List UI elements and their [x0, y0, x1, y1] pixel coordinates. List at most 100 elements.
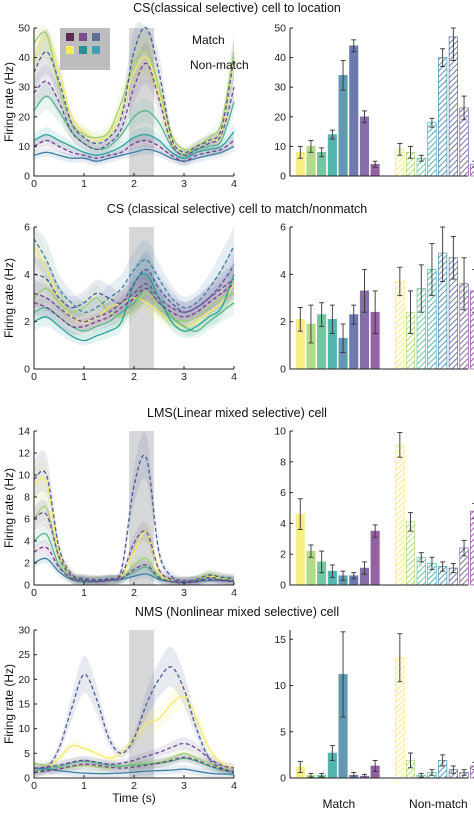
- bar-match: [359, 116, 370, 177]
- bar-nonmatch: [427, 122, 437, 177]
- legend: Match Non-match: [60, 28, 249, 72]
- bar-panel-0: 0 10 20 30 40 50: [274, 23, 474, 183]
- x-tick-label: 2: [131, 587, 137, 599]
- y-tick-label: 6: [24, 514, 30, 526]
- series-band: [34, 81, 234, 160]
- bar-nonmatch: [395, 444, 405, 586]
- y-axis-label: Firing rate (Hz): [2, 664, 16, 744]
- y-tick-label: 15: [274, 634, 286, 646]
- x-tick-label: 3: [181, 371, 187, 383]
- y-tick-label: 0: [280, 171, 286, 183]
- series-line: [33, 238, 235, 313]
- shaded-window: [129, 630, 154, 778]
- series-band: [34, 227, 234, 323]
- legend-match-label: Match: [192, 33, 225, 47]
- series-line: [33, 511, 235, 583]
- y-tick-label: 10: [18, 141, 30, 153]
- series-line: [33, 767, 235, 775]
- series-band: [34, 141, 234, 166]
- y-tick-label: 0: [24, 580, 30, 592]
- y-tick-label: 10: [18, 723, 30, 735]
- y-tick-label: 10: [18, 470, 30, 482]
- y-axis-label: Firing rate (Hz): [2, 468, 16, 548]
- y-tick-label: 4: [280, 518, 286, 530]
- x-tick-label: 4: [231, 780, 237, 792]
- y-tick-label: 20: [274, 111, 286, 123]
- y-tick-label: 4: [24, 536, 30, 548]
- legend-location-square: [66, 33, 74, 41]
- y-tick-label: 5: [280, 726, 286, 738]
- series-line: [33, 287, 235, 323]
- x-tick-label: 2: [131, 178, 137, 190]
- bar-panel-3: 0 5 10 15 Match Non-match: [274, 630, 474, 811]
- x-tick-label: 3: [181, 178, 187, 190]
- y-tick-label: 6: [280, 487, 286, 499]
- x-tick-label: 1: [81, 178, 87, 190]
- y-tick-label: 0: [280, 580, 286, 592]
- series-band: [34, 646, 234, 778]
- series-band: [34, 681, 234, 778]
- series-band: [34, 27, 234, 157]
- bar-match: [349, 45, 359, 177]
- y-tick-label: 2: [24, 316, 30, 328]
- y-tick-label: 5: [24, 748, 30, 760]
- series-band: [34, 22, 234, 157]
- y-tick-label: 14: [18, 426, 30, 438]
- y-tick-label: 50: [18, 23, 30, 35]
- y-tick-label: 0: [24, 773, 30, 785]
- series-band: [34, 553, 234, 586]
- y-tick-label: 10: [274, 141, 286, 153]
- bar-nonmatch: [438, 57, 448, 177]
- legend-nonmatch-label: Non-match: [190, 58, 249, 72]
- bar-nonmatch: [470, 163, 474, 177]
- legend-location-square: [79, 46, 87, 54]
- panel-title: CS (classical selective) cell to match/n…: [107, 202, 368, 216]
- x-tick-label: 0: [31, 178, 37, 190]
- series-band: [34, 458, 234, 586]
- series-line: [33, 139, 235, 162]
- y-tick-label: 0: [280, 364, 286, 376]
- x-tick-label: 2: [131, 371, 137, 383]
- y-tick-label: 0: [24, 364, 30, 376]
- series-line: [33, 283, 235, 328]
- y-tick-label: 30: [18, 82, 30, 94]
- y-tick-label: 2: [280, 549, 286, 561]
- y-axis-label: Firing rate (Hz): [2, 258, 16, 338]
- series-line: [33, 62, 235, 157]
- series-band: [34, 748, 234, 775]
- y-tick-label: 15: [18, 699, 30, 711]
- series-line: [33, 546, 235, 584]
- x-tick-label: 3: [181, 587, 187, 599]
- x-tick-label: 3: [181, 780, 187, 792]
- series-line: [33, 666, 235, 774]
- x-axis-label: Time (s): [112, 791, 156, 805]
- y-tick-label: 0: [24, 171, 30, 183]
- y-tick-label: 2: [280, 316, 286, 328]
- series-line: [33, 454, 235, 582]
- series-band: [34, 763, 234, 779]
- series-line: [33, 742, 235, 769]
- x-tick-label: 4: [231, 178, 237, 190]
- x-tick-label: 4: [231, 587, 237, 599]
- y-tick-label: 10: [274, 426, 286, 438]
- y-tick-label: 8: [24, 492, 30, 504]
- x-group-label-nonmatch: Non-match: [409, 797, 468, 811]
- x-tick-label: 0: [31, 587, 37, 599]
- y-tick-label: 20: [18, 111, 30, 123]
- y-tick-label: 20: [18, 674, 30, 686]
- series-line: [33, 245, 235, 328]
- legend-location-square: [79, 33, 87, 41]
- bar-nonmatch: [470, 765, 474, 779]
- y-tick-label: 8: [280, 456, 286, 468]
- panel-title: NMS (Nonlinear mixed selective) cell: [135, 605, 339, 619]
- bar-panel-2: 0 2 4 6 8 10: [274, 426, 474, 592]
- y-tick-label: 6: [24, 222, 30, 234]
- panel-title: CS(classical selective) cell to location: [133, 1, 341, 15]
- y-tick-label: 6: [280, 222, 286, 234]
- panel-title: LMS(Linear mixed selective) cell: [147, 406, 327, 420]
- series-band: [34, 737, 234, 773]
- x-tick-label: 1: [81, 587, 87, 599]
- y-tick-label: 2: [24, 558, 30, 570]
- y-tick-label: 4: [280, 269, 286, 281]
